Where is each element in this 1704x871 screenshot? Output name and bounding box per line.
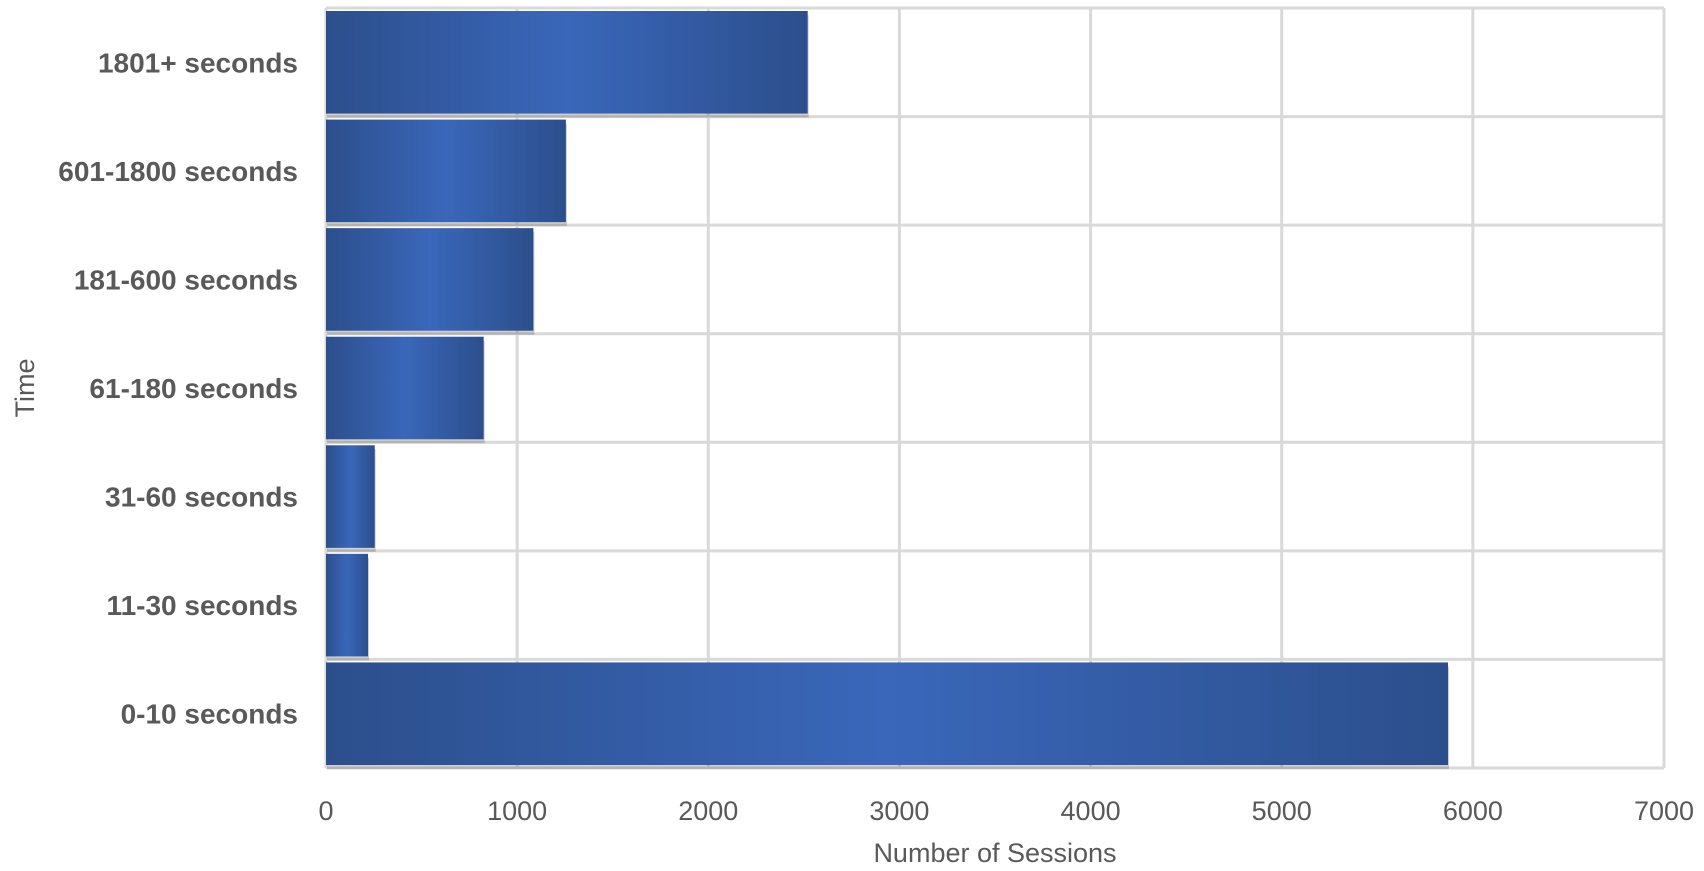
bar — [326, 119, 566, 223]
y-axis-title: Time — [10, 359, 40, 418]
category-label: 1801+ seconds — [98, 47, 298, 78]
category-label: 61-180 seconds — [89, 373, 298, 404]
bars — [326, 11, 1450, 769]
x-tick-label: 7000 — [1634, 796, 1694, 826]
bar — [326, 445, 375, 548]
bar — [326, 11, 808, 114]
x-tick-label: 2000 — [678, 796, 738, 826]
x-tick-labels: 0 1000 2000 3000 4000 5000 6000 7000 — [318, 796, 1694, 826]
x-tick-label: 0 — [318, 796, 333, 826]
category-label: 0-10 seconds — [121, 699, 298, 730]
x-tick-label: 3000 — [869, 796, 929, 826]
x-tick-label: 6000 — [1443, 796, 1503, 826]
category-labels: 0-10 seconds 11-30 seconds 31-60 seconds 61… — [58, 47, 298, 729]
category-label: 181-600 seconds — [74, 264, 298, 295]
bar — [326, 553, 369, 657]
x-tick-label: 4000 — [1061, 796, 1121, 826]
category-label: 11-30 seconds — [107, 590, 298, 621]
grid-lines — [324, 6, 1666, 770]
category-label: 31-60 seconds — [105, 482, 298, 513]
bar — [326, 662, 1449, 765]
bar — [326, 336, 484, 440]
x-tick-label: 5000 — [1252, 796, 1312, 826]
x-tick-label: 1000 — [487, 796, 547, 826]
x-axis-title: Number of Sessions — [873, 838, 1116, 868]
category-label: 601-1800 seconds — [58, 156, 298, 187]
bar — [326, 228, 534, 331]
